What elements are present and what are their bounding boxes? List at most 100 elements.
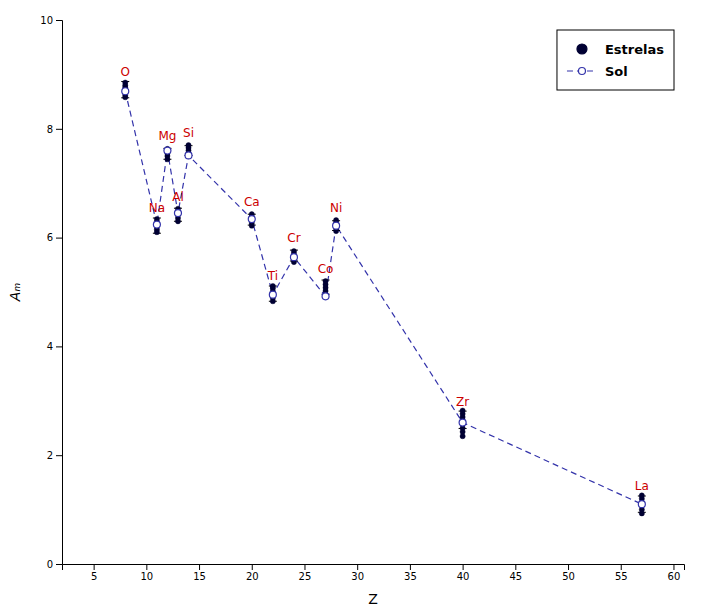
legend-swatch xyxy=(578,68,585,75)
series-line xyxy=(125,91,642,504)
tick-mark xyxy=(252,564,253,570)
tick-label: 0 xyxy=(47,559,53,570)
tick-mark xyxy=(56,346,62,347)
chart: 510152025303540455055600246810ZAₘONaMgAl… xyxy=(0,0,704,616)
axis-line xyxy=(63,565,685,571)
tick-mark xyxy=(56,455,62,456)
y-axis: 0 2 4 6 8 10 xyxy=(40,15,62,570)
legend: Estrelas Sol xyxy=(557,30,674,90)
point xyxy=(334,223,339,228)
tick-label: 60 xyxy=(668,571,681,582)
point xyxy=(291,249,296,254)
error-bar xyxy=(332,221,340,231)
annotation: Si xyxy=(183,126,194,140)
line-marker xyxy=(290,254,297,261)
plot: 510152025303540455055600246810ZAₘONaMgAl… xyxy=(7,15,685,607)
tick-mark xyxy=(515,564,516,570)
legend-box xyxy=(557,30,674,90)
tick: 55 xyxy=(615,564,628,582)
tick: 20 xyxy=(246,564,259,582)
tick-label: 45 xyxy=(509,571,522,582)
tick-label: 40 xyxy=(457,571,470,582)
tick-mark xyxy=(94,564,95,570)
tick: 2 xyxy=(47,450,62,461)
tick-label: 55 xyxy=(615,571,628,582)
line-marker xyxy=(248,216,255,223)
annotation: Zr xyxy=(456,395,469,409)
tick: 30 xyxy=(351,564,364,582)
line-marker xyxy=(269,291,276,298)
annotation: Na xyxy=(149,201,165,215)
tick-mark xyxy=(56,238,62,239)
tick: 60 xyxy=(668,564,681,582)
error-bar xyxy=(638,496,646,512)
tick-mark xyxy=(199,564,200,570)
tick-label: 4 xyxy=(47,341,53,352)
axis-line xyxy=(56,21,63,565)
tick-mark xyxy=(673,564,674,570)
tick-mark xyxy=(146,564,147,570)
tick: 40 xyxy=(457,564,470,582)
legend-label: Estrelas xyxy=(605,42,664,57)
y-axis-title: Aₘ xyxy=(7,283,23,303)
annotation: Ni xyxy=(330,201,342,215)
tick-label: 8 xyxy=(47,124,53,135)
point xyxy=(186,143,191,148)
legend-label: Sol xyxy=(605,64,628,79)
annotations: O Na Mg Al Si Ca Ti Cr Co Ni Zr La xyxy=(121,65,649,494)
tick-label: 30 xyxy=(351,571,364,582)
tick-mark xyxy=(463,564,464,570)
tick: 10 xyxy=(40,15,62,26)
point xyxy=(270,292,275,297)
legend-item: Sol xyxy=(567,64,628,79)
point xyxy=(639,493,644,498)
annotation: Cr xyxy=(287,231,300,245)
tick-mark xyxy=(568,564,569,570)
tick-mark xyxy=(56,20,62,21)
tick-label: 15 xyxy=(193,571,206,582)
annotation: Co xyxy=(318,262,334,276)
tick: 35 xyxy=(404,564,417,582)
annotation: Al xyxy=(172,190,184,204)
tick-mark xyxy=(56,564,62,565)
tick-mark xyxy=(56,129,62,130)
data-layer xyxy=(121,80,646,516)
line-marker xyxy=(333,222,340,229)
tick: 8 xyxy=(47,124,62,135)
tick: 50 xyxy=(562,564,575,582)
tick-label: 2 xyxy=(47,450,53,461)
line-marker xyxy=(174,210,181,217)
line-marker xyxy=(459,419,466,426)
tick-label: 10 xyxy=(140,571,153,582)
line-marker xyxy=(185,152,192,159)
annotation: Ti xyxy=(267,269,278,283)
legend-swatch xyxy=(577,44,587,54)
tick: 5 xyxy=(91,564,97,582)
tick: 0 xyxy=(47,559,62,570)
tick-label: 50 xyxy=(562,571,575,582)
tick-mark xyxy=(304,564,305,570)
tick-mark xyxy=(621,564,622,570)
error-bar xyxy=(248,214,256,225)
tick-label: 35 xyxy=(404,571,417,582)
tick-label: 6 xyxy=(47,232,53,243)
tick: 4 xyxy=(47,341,62,352)
annotation: O xyxy=(121,65,130,79)
line-marker xyxy=(322,293,329,300)
point xyxy=(323,279,328,284)
tick-label: 5 xyxy=(91,571,97,582)
line-marker xyxy=(164,147,171,154)
annotation: Ca xyxy=(244,195,260,209)
line-marker xyxy=(153,221,160,228)
tick-mark xyxy=(410,564,411,570)
tick: 45 xyxy=(509,564,522,582)
error-bar xyxy=(174,208,182,221)
x-axis: 5 10 15 20 25 30 35 40 45 50 55 60 xyxy=(63,564,685,582)
tick-label: 10 xyxy=(40,15,53,26)
tick-label: 25 xyxy=(299,571,312,582)
annotation: La xyxy=(635,479,649,493)
line-marker xyxy=(638,501,645,508)
tick-mark xyxy=(357,564,358,570)
tick-label: 20 xyxy=(246,571,259,582)
annotation: Mg xyxy=(158,129,176,143)
